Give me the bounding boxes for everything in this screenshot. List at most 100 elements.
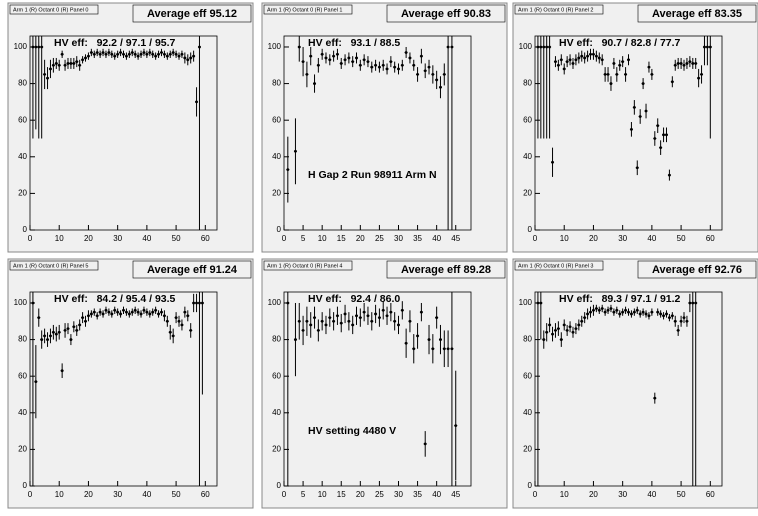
data-point	[609, 82, 613, 85]
data-point	[416, 334, 419, 338]
data-point	[615, 308, 619, 312]
data-point	[37, 45, 41, 49]
data-point	[133, 308, 137, 312]
average-eff: Average eff 91.24	[147, 264, 238, 276]
x-tick-label: 20	[589, 490, 598, 499]
x-tick-label: 0	[28, 490, 33, 499]
data-point	[536, 301, 540, 305]
x-tick-label: 45	[451, 490, 460, 499]
data-point	[627, 310, 630, 314]
y-tick-label: 0	[23, 481, 28, 490]
stats-box	[637, 260, 757, 279]
points	[536, 292, 698, 486]
data-point	[160, 51, 163, 54]
plot-area	[534, 35, 723, 231]
x-tick-label: 60	[706, 234, 715, 243]
data-point	[431, 73, 435, 76]
data-point	[81, 316, 84, 320]
data-point	[665, 312, 668, 316]
data-point	[119, 312, 122, 316]
data-point	[362, 310, 366, 314]
y-tick-label: 60	[523, 371, 532, 380]
data-point	[632, 310, 636, 314]
data-point	[404, 341, 408, 345]
data-point	[95, 314, 99, 318]
data-point	[328, 316, 332, 320]
data-point	[92, 310, 96, 314]
data-point	[423, 442, 427, 446]
data-point	[78, 63, 82, 67]
panel-title: Arm 1 (R) Octant 0 (R) Panel 5	[13, 263, 89, 269]
data-point	[34, 380, 38, 384]
y-tick-label: 100	[519, 298, 533, 307]
x-tick-label: 60	[201, 234, 210, 243]
x-tick-label: 0	[28, 234, 33, 243]
y-tick-label: 60	[18, 371, 27, 380]
plot-area	[29, 35, 218, 231]
data-point	[195, 100, 198, 104]
data-point	[539, 45, 543, 49]
data-point	[381, 63, 385, 67]
data-point	[659, 146, 663, 150]
data-point	[89, 312, 93, 316]
y-tick-label: 0	[277, 481, 282, 490]
plot-area	[283, 35, 472, 231]
data-point	[632, 105, 636, 109]
data-point	[586, 312, 589, 316]
y-tick-label: 20	[523, 189, 532, 198]
data-point	[136, 310, 140, 314]
x-tick-label: 40	[142, 490, 151, 499]
data-point	[397, 323, 400, 327]
x-tick-label: 25	[375, 490, 384, 499]
data-point	[60, 369, 64, 373]
x-tick-label: 35	[413, 234, 422, 243]
data-point	[107, 310, 111, 314]
data-point	[668, 173, 671, 177]
annotation: HV setting 4480 V	[308, 425, 396, 437]
data-point	[419, 310, 423, 314]
data-point	[679, 319, 683, 323]
data-point	[580, 319, 584, 323]
data-point	[697, 76, 701, 80]
y-tick-label: 0	[528, 481, 533, 490]
title-box	[9, 260, 99, 271]
data-point	[641, 310, 645, 314]
data-point	[385, 314, 389, 318]
data-point	[84, 319, 87, 323]
data-point	[78, 323, 82, 327]
panel-title: Arm 1 (R) Octant 0 (R) Panel 0	[13, 7, 89, 13]
data-point	[186, 58, 190, 62]
data-point	[435, 78, 439, 82]
data-point	[545, 45, 549, 49]
y-tick-label: 80	[18, 335, 27, 344]
data-point	[577, 323, 581, 327]
x-tick-label: 20	[356, 490, 365, 499]
data-point	[163, 52, 166, 56]
data-point	[385, 67, 389, 71]
x-tick-label: 10	[318, 234, 327, 243]
data-point	[630, 127, 633, 131]
data-point	[145, 52, 149, 56]
data-point	[110, 52, 114, 56]
data-point	[163, 314, 166, 318]
data-point	[54, 62, 58, 65]
title-box	[263, 260, 353, 271]
data-point	[606, 73, 610, 76]
y-tick-label: 60	[523, 115, 532, 124]
data-point	[125, 310, 128, 314]
x-tick-label: 30	[618, 234, 627, 243]
data-point	[577, 56, 581, 60]
data-point	[332, 319, 336, 323]
x-tick-label: 0	[282, 490, 287, 499]
data-point	[621, 310, 625, 314]
data-point	[75, 60, 79, 64]
data-point	[574, 327, 578, 331]
panel-title: Arm 1 (R) Octant 0 (R) Panel 3	[518, 263, 594, 269]
data-point	[286, 168, 290, 172]
data-point	[650, 310, 654, 314]
data-point	[54, 332, 58, 336]
x-tick-label: 30	[618, 490, 627, 499]
data-point	[644, 312, 648, 316]
data-point	[40, 45, 44, 49]
data-point	[600, 58, 604, 62]
